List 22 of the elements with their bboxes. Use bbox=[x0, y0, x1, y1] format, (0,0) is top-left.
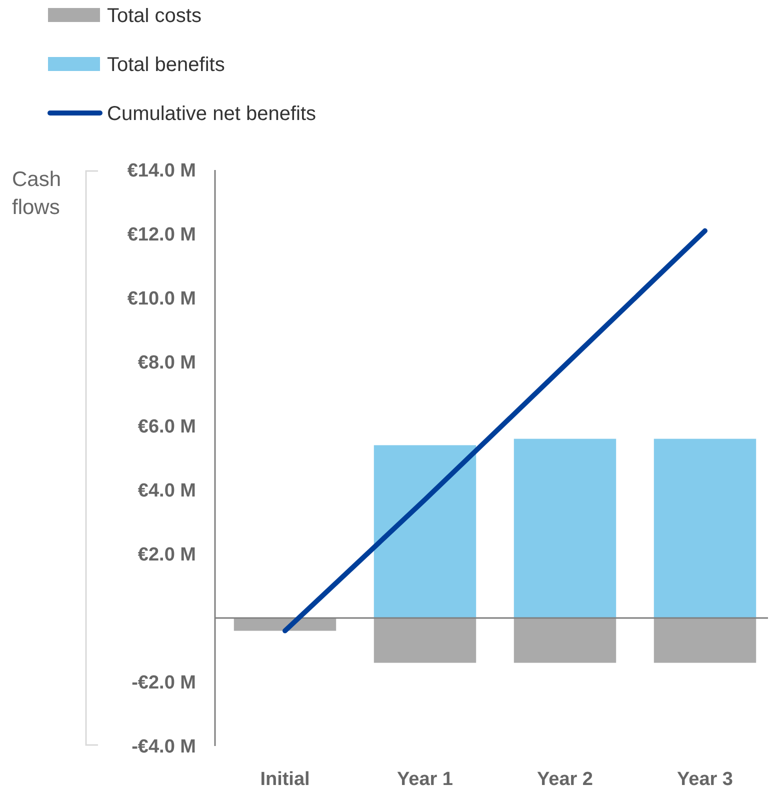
bar bbox=[374, 618, 476, 663]
x-tick-label: Year 1 bbox=[397, 769, 454, 790]
bar bbox=[374, 445, 476, 618]
y-axis-title: Cash flows bbox=[12, 168, 62, 219]
x-tick-label: Year 3 bbox=[677, 769, 733, 790]
y-tick-label: €6.0 M bbox=[138, 416, 196, 438]
y-tick-label: €2.0 M bbox=[138, 544, 196, 566]
y-tick-label: €10.0 M bbox=[127, 288, 196, 310]
y-tick-label: €8.0 M bbox=[138, 352, 196, 374]
y-tick-label: €14.0 M bbox=[127, 160, 196, 182]
bar bbox=[514, 618, 616, 663]
bar bbox=[654, 438, 756, 618]
legend-label: Cumulative net benefits bbox=[107, 103, 316, 125]
bar bbox=[514, 438, 616, 618]
x-tick-label: Initial bbox=[260, 769, 310, 790]
bar bbox=[654, 618, 756, 663]
y-tick-label: €12.0 M bbox=[127, 224, 196, 246]
y-tick-label: -€4.0 M bbox=[132, 736, 196, 758]
x-tick-label: Year 2 bbox=[537, 769, 593, 790]
y-tick-label: -€2.0 M bbox=[132, 672, 196, 694]
y-tick-label: €4.0 M bbox=[138, 480, 196, 502]
legend-label: Total benefits bbox=[107, 54, 225, 76]
